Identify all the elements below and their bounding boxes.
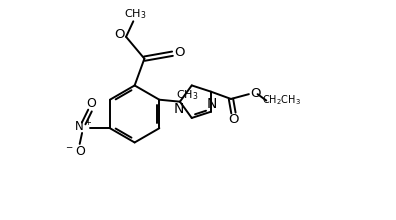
Text: N: N [206,97,217,111]
Text: O: O [174,46,185,59]
Text: N$^+$: N$^+$ [74,120,92,135]
Text: N: N [174,102,184,116]
Text: CH$_2$CH$_3$: CH$_2$CH$_3$ [262,94,301,107]
Text: O: O [250,87,261,100]
Text: CH$_3$: CH$_3$ [176,88,198,102]
Text: O: O [86,97,96,110]
Text: CH$_3$: CH$_3$ [124,7,147,21]
Text: $^-$O: $^-$O [64,145,86,158]
Text: O: O [114,28,125,41]
Text: O: O [228,113,239,126]
